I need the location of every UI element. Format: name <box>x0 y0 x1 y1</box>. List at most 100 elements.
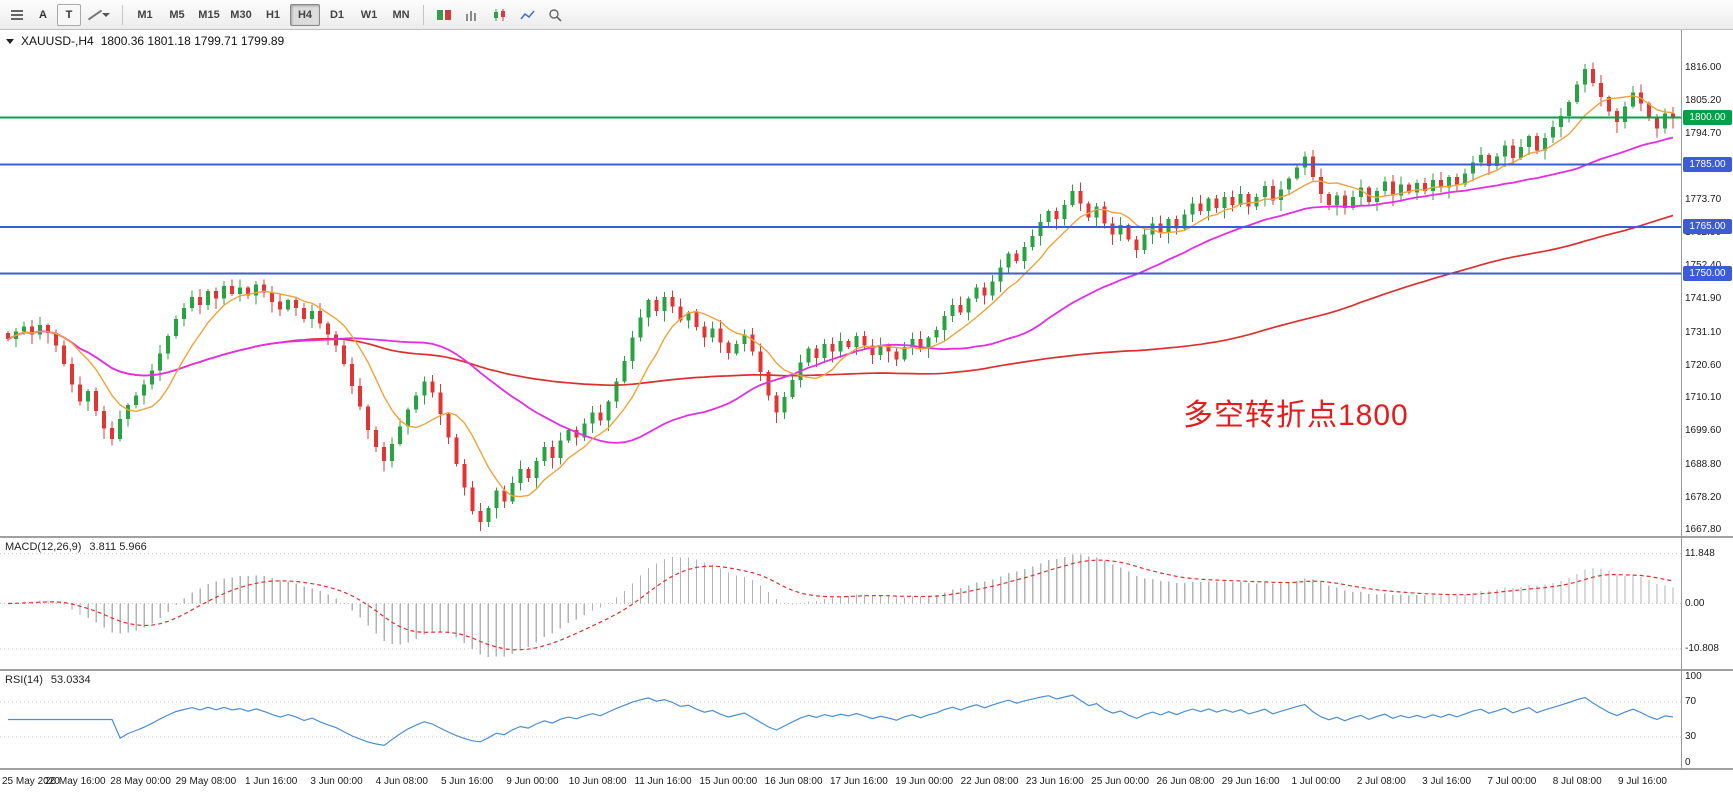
new-order-icon <box>437 9 451 20</box>
main-chart-panel[interactable]: XAUUSD-,H4 1800.36 1801.18 1799.71 1799.… <box>0 30 1681 536</box>
chevron-down-icon <box>102 12 110 17</box>
candlestick-chart-button[interactable] <box>487 4 513 26</box>
time-axis-label: 29 Jun 16:00 <box>1221 776 1280 787</box>
time-axis-label: 3 Jun 00:00 <box>310 776 363 787</box>
timeframe-mn-button[interactable]: MN <box>392 8 410 21</box>
timeframe-w1-button[interactable]: W1 <box>360 8 378 21</box>
macd-title: MACD(12,26,9) 3.811 5.966 <box>5 541 147 553</box>
rsi-axis-label: 0 <box>1685 757 1691 768</box>
line-chart-icon <box>520 10 535 19</box>
bar-chart-icon <box>466 10 476 21</box>
ma-line <box>7 95 1674 498</box>
price-level-badge: 1765.00 <box>1683 219 1732 235</box>
rsi-label: RSI(14) <box>5 674 43 686</box>
time-axis-label: 2 Jul 08:00 <box>1356 776 1406 787</box>
line-chart-button[interactable] <box>515 4 541 26</box>
price-axis-label: 1741.90 <box>1685 292 1722 304</box>
time-axis-label: 22 Jun 08:00 <box>960 776 1019 787</box>
timeframe-h1-button[interactable]: H1 <box>265 8 281 21</box>
toolbar: A T M1 M5 M15 M30 H1 H4 D1 W1 MN <box>0 0 1733 30</box>
price-axis-label: 1794.70 <box>1685 128 1722 139</box>
time-axis-label: 11 Jun 16:00 <box>634 776 692 787</box>
chart-annotation-text[interactable]: 多空转折点1800 <box>1183 399 1409 432</box>
new-order-button[interactable] <box>431 4 457 26</box>
timeframe-m1-button[interactable]: M1 <box>137 8 153 21</box>
rsi-axis-label: 100 <box>1685 671 1702 682</box>
macd-axis-label: -10.808 <box>1685 643 1719 654</box>
panel-splitter[interactable] <box>0 768 1733 770</box>
price-scale[interactable]: 1816.001805.201794.701784.201773.701762.… <box>1682 30 1733 536</box>
macd-signal-line <box>7 559 1674 651</box>
panel-splitter[interactable] <box>0 536 1733 538</box>
zoom-in-button[interactable] <box>543 4 569 26</box>
time-axis-label: 19 Jun 00:00 <box>895 776 954 787</box>
price-axis-label: 1688.80 <box>1685 458 1722 470</box>
macd-axis-label: 11.848 <box>1685 547 1715 559</box>
time-axis-label: 26 Jun 08:00 <box>1156 776 1215 787</box>
macd-values: 3.811 5.966 <box>89 541 147 553</box>
line-tools-button[interactable] <box>83 4 115 26</box>
rsi-chart[interactable] <box>0 671 1681 768</box>
time-axis-label: 1 Jul 00:00 <box>1291 776 1341 787</box>
candlestick-chart-icon <box>494 8 505 21</box>
time-axis-label: 5 Jun 16:00 <box>440 776 494 787</box>
time-axis-label: 7 Jul 00:00 <box>1487 776 1537 787</box>
ohlc-values: 1800.36 1801.18 1799.71 1799.89 <box>100 34 285 48</box>
rsi-title: RSI(14) 53.0334 <box>5 674 91 686</box>
time-axis-label: 26 May 16:00 <box>44 776 106 787</box>
macd-axis-label: 0.00 <box>1685 597 1705 609</box>
price-axis-label: 1710.10 <box>1685 392 1722 404</box>
timeframe-m15-button[interactable]: M15 <box>198 8 220 21</box>
time-axis-label: 16 Jun 08:00 <box>764 776 823 787</box>
time-axis-label: 15 Jun 00:00 <box>699 776 758 787</box>
rsi-panel[interactable]: RSI(14) 53.0334 <box>0 671 1681 768</box>
symbol-info: XAUUSD-,H4 1800.36 1801.18 1799.71 1799.… <box>6 34 284 48</box>
text-tool-button[interactable]: T <box>57 3 81 26</box>
macd-chart[interactable] <box>0 538 1681 669</box>
timeframe-d1-button[interactable]: D1 <box>329 8 345 21</box>
macd-scale[interactable]: 11.848 0.00 -10.808 <box>1682 538 1733 669</box>
time-axis-label: 1 Jun 16:00 <box>245 776 298 787</box>
time-axis-label: 25 Jun 00:00 <box>1091 776 1150 787</box>
price-level-badge: 1750.00 <box>1683 266 1732 282</box>
chart-area: XAUUSD-,H4 1800.36 1801.18 1799.71 1799.… <box>0 30 1733 801</box>
price-axis-label: 1731.10 <box>1685 326 1722 338</box>
time-axis-label: 9 Jul 16:00 <box>1618 776 1667 787</box>
price-scale-divider <box>1681 30 1682 770</box>
time-axis-label: 25 May 2020 <box>2 776 60 787</box>
candlestick-chart[interactable] <box>0 30 1681 536</box>
timeframe-m5-button[interactable]: M5 <box>169 8 185 21</box>
chevron-down-icon <box>6 38 14 44</box>
toolbar-separator <box>423 4 424 25</box>
macd-histogram <box>15 554 1674 657</box>
time-axis-label: 8 Jul 08:00 <box>1552 776 1602 787</box>
list-icon <box>11 8 23 22</box>
price-axis-label: 1752.40 <box>1685 260 1721 271</box>
price-level-badge: 1785.00 <box>1683 156 1732 172</box>
price-axis-label: 1678.20 <box>1685 491 1722 503</box>
time-axis-label: 23 Jun 16:00 <box>1025 776 1084 787</box>
timeframe-h4-button[interactable]: H4 <box>290 3 320 26</box>
trendline-icon <box>87 9 103 21</box>
timeframe-m30-button[interactable]: M30 <box>230 8 252 21</box>
time-axis-label: 29 May 08:00 <box>175 776 237 787</box>
time-axis-label: 28 May 00:00 <box>110 776 171 787</box>
bar-chart-button[interactable] <box>459 4 485 26</box>
annotate-letter-button[interactable]: A <box>39 8 47 21</box>
price-axis-label: 1773.70 <box>1685 193 1722 205</box>
time-axis[interactable]: 25 May 2020 26 May 16:00 28 May 00:00 29 Ma… <box>0 770 1733 801</box>
rsi-scale[interactable]: 100 70 30 0 <box>1682 671 1733 768</box>
price-axis-label: 1667.80 <box>1685 524 1722 536</box>
time-axis-label: 17 Jun 16:00 <box>829 776 888 787</box>
time-axis-label: 10 Jun 08:00 <box>568 776 627 787</box>
ma-line <box>7 136 1674 444</box>
rsi-value: 53.0334 <box>50 674 91 686</box>
panel-splitter[interactable] <box>0 669 1733 671</box>
chart-list-icon[interactable] <box>5 4 29 26</box>
rsi-line <box>8 694 1674 747</box>
macd-panel[interactable]: MACD(12,26,9) 3.811 5.966 <box>0 538 1681 669</box>
macd-label: MACD(12,26,9) <box>5 541 82 553</box>
price-axis-label: 1816.00 <box>1685 61 1722 73</box>
symbol-timeframe-label: XAUUSD-,H4 <box>21 34 94 48</box>
price-level-badge: 1800.00 <box>1683 110 1732 125</box>
